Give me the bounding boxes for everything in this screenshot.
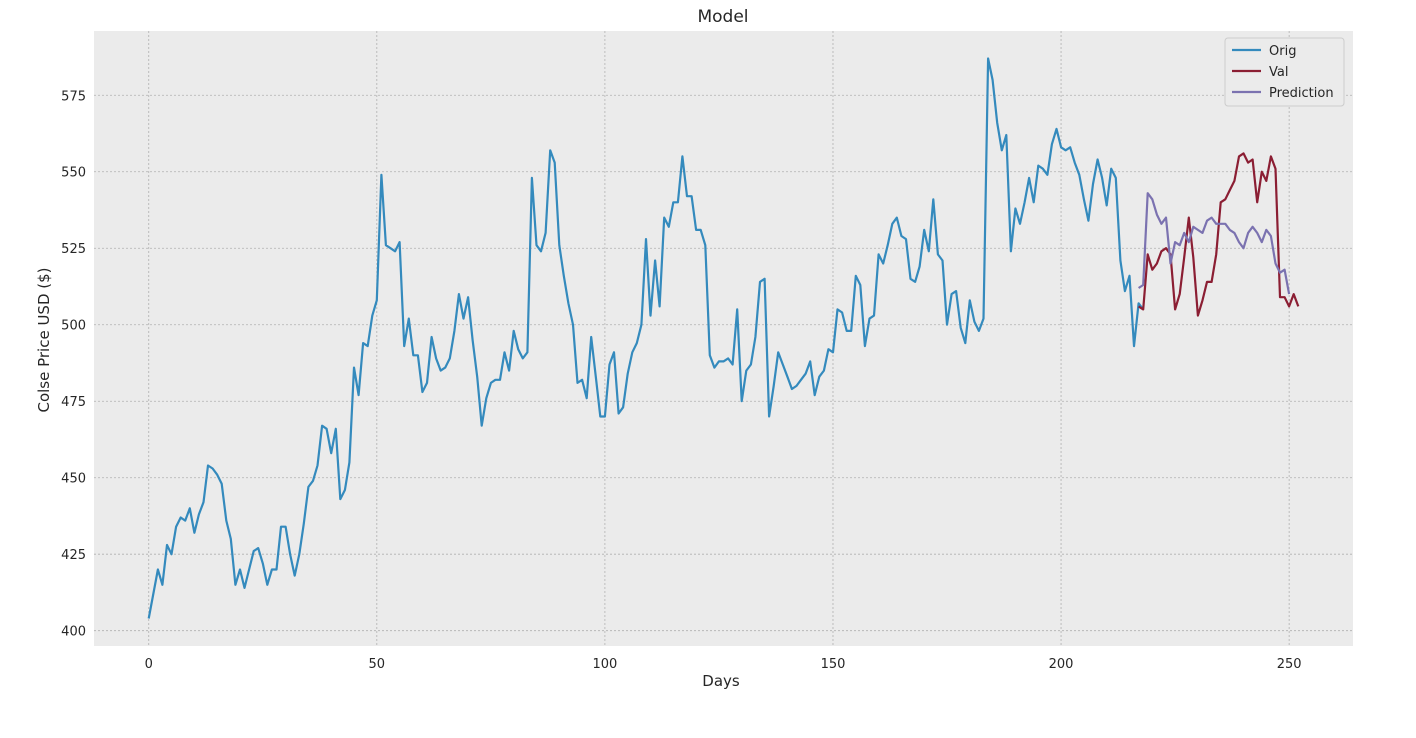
legend-label-val: Val	[1269, 65, 1288, 80]
y-tick-label: 475	[61, 395, 86, 410]
series-lines	[147, 57, 1300, 619]
plot-area	[94, 31, 1353, 646]
y-tick-label: 450	[61, 472, 86, 487]
y-axis-label: Colse Price USD ($)	[35, 267, 53, 412]
x-tick-label: 250	[1277, 657, 1302, 672]
y-tick-label: 425	[61, 548, 86, 563]
y-tick-label: 500	[61, 319, 86, 334]
x-tick-label: 200	[1049, 657, 1074, 672]
y-tick-label: 550	[61, 166, 86, 181]
legend-label-orig: Orig	[1269, 44, 1296, 59]
x-tick-label: 50	[369, 657, 386, 672]
y-tick-label: 400	[61, 625, 86, 640]
series-line-prediction	[1137, 192, 1291, 295]
series-line-val	[1137, 152, 1300, 317]
x-tick-label: 150	[821, 657, 846, 672]
legend-label-prediction: Prediction	[1269, 86, 1334, 101]
legend: Orig Val Prediction	[1224, 37, 1345, 107]
y-tick-label: 525	[61, 242, 86, 257]
series-line-orig	[147, 57, 1145, 619]
grid-lines	[94, 31, 1353, 646]
x-axis-label: Days	[702, 672, 740, 690]
y-tick-label: 575	[61, 89, 86, 104]
legend-box	[1224, 37, 1345, 107]
x-tick-label: 100	[592, 657, 617, 672]
chart-title: Model	[697, 7, 748, 27]
tick-labels: 0 50 100 150 200 250 400 425 450 475 500 525 550 575	[61, 89, 1301, 672]
x-tick-label: 0	[145, 657, 153, 672]
